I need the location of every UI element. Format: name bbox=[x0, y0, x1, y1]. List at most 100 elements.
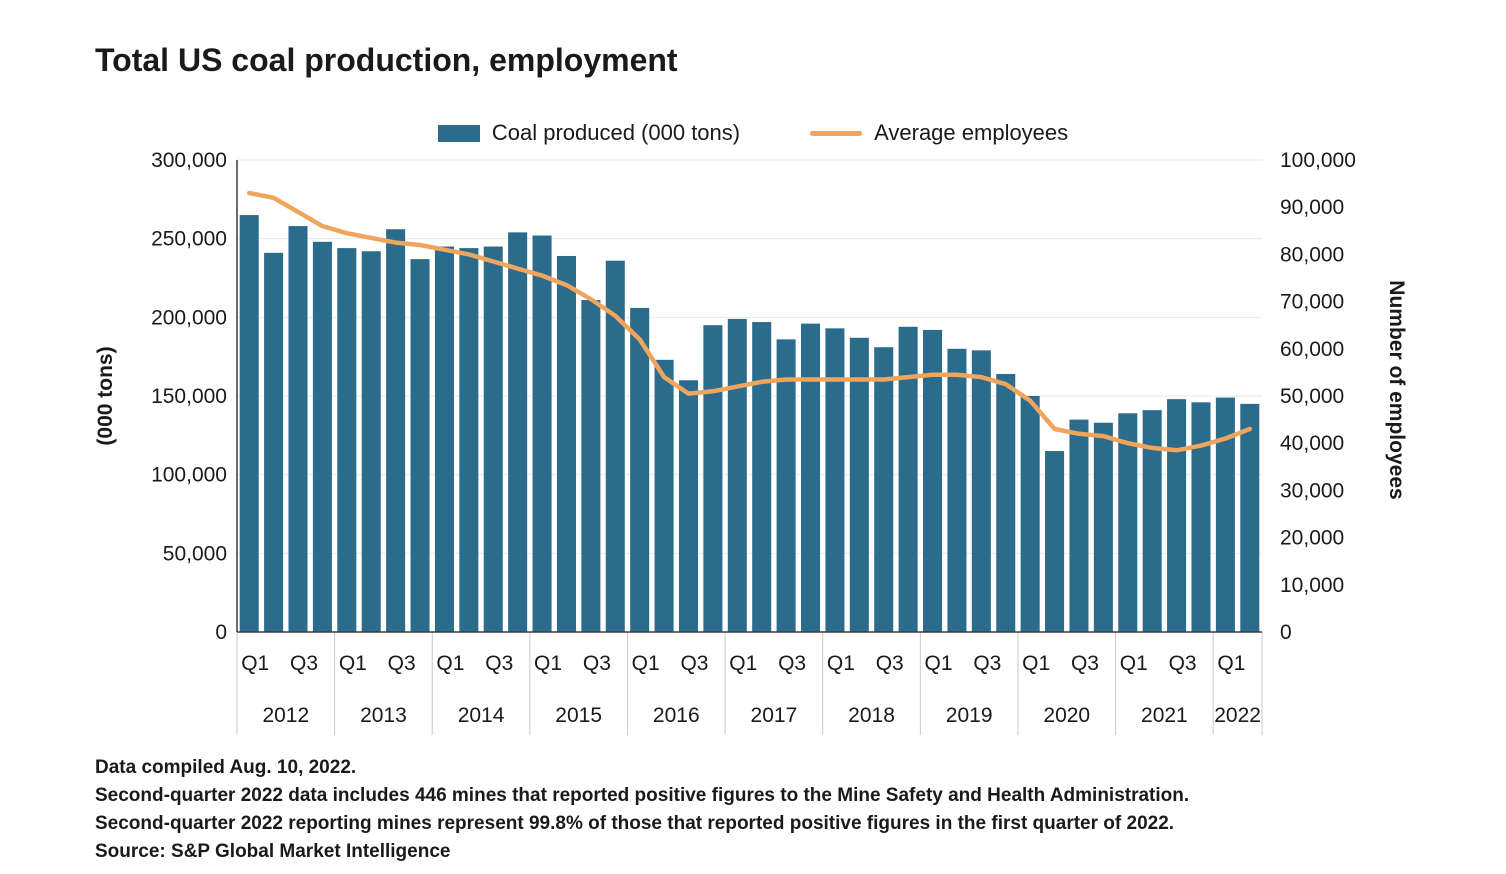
coal-produced-bar bbox=[654, 359, 674, 632]
left-axis-tick-label: 200,000 bbox=[151, 306, 227, 329]
quarter-tick-label: Q3 bbox=[485, 652, 513, 675]
quarter-tick-label: Q3 bbox=[680, 652, 708, 675]
footnote-compiled-date: Data compiled Aug. 10, 2022. bbox=[95, 757, 357, 778]
coal-produced-bar bbox=[239, 215, 259, 633]
left-axis-tick-label: 50,000 bbox=[163, 542, 227, 565]
line-series-swatch-icon bbox=[810, 130, 863, 136]
coal-produced-bar bbox=[312, 241, 332, 632]
coal-produced-bar bbox=[1093, 422, 1113, 632]
coal-produced-bar bbox=[825, 328, 845, 632]
quarter-tick-label: Q1 bbox=[729, 652, 757, 675]
year-tick-label: 2015 bbox=[555, 704, 602, 727]
coal-produced-bar bbox=[532, 235, 552, 632]
footnotes: Data compiled Aug. 10, 2022. Second-quar… bbox=[95, 754, 1475, 866]
year-tick-label: 2021 bbox=[1141, 704, 1188, 727]
coal-produced-bar bbox=[1167, 399, 1187, 632]
left-axis-tick-label: 250,000 bbox=[151, 228, 227, 251]
coal-produced-bar bbox=[508, 232, 528, 632]
year-tick-label: 2014 bbox=[458, 704, 505, 727]
coal-produced-bar bbox=[703, 325, 723, 632]
coal-produced-bar bbox=[459, 248, 479, 632]
quarter-tick-label: Q1 bbox=[534, 652, 562, 675]
quarter-tick-label: Q1 bbox=[925, 652, 953, 675]
coal-produced-bar bbox=[605, 260, 625, 632]
left-axis-tick-label: 100,000 bbox=[151, 464, 227, 487]
coal-produced-bar bbox=[752, 322, 772, 632]
year-tick-label: 2022 bbox=[1214, 704, 1261, 727]
quarter-tick-label: Q3 bbox=[876, 652, 904, 675]
right-axis-tick-label: 50,000 bbox=[1280, 385, 1344, 408]
right-axis-title: Number of employees bbox=[1385, 280, 1408, 499]
left-axis-tick-label: 0 bbox=[215, 621, 227, 644]
coal-produced-bar bbox=[361, 251, 381, 632]
coal-produced-bar bbox=[1240, 403, 1260, 632]
legend-item-average-employees: Average employees bbox=[810, 120, 1068, 146]
coal-produced-bar bbox=[776, 339, 796, 632]
left-axis-title: (000 tons) bbox=[94, 346, 117, 445]
coal-produced-bar bbox=[996, 373, 1016, 632]
coal-produced-bar bbox=[874, 347, 894, 632]
legend-bar-label: Coal produced (000 tons) bbox=[491, 120, 741, 145]
coal-produced-bar bbox=[800, 323, 821, 632]
quarter-tick-label: Q1 bbox=[632, 652, 660, 675]
quarter-tick-label: Q1 bbox=[241, 652, 269, 675]
right-axis-tick-label: 60,000 bbox=[1280, 338, 1344, 361]
coal-produced-bar bbox=[483, 246, 503, 633]
coal-produced-bar bbox=[849, 337, 869, 632]
coal-produced-bar bbox=[923, 329, 943, 632]
coal-produced-bar bbox=[630, 307, 650, 632]
year-tick-label: 2018 bbox=[848, 704, 895, 727]
coal-produced-bar bbox=[898, 326, 918, 632]
quarter-tick-label: Q3 bbox=[583, 652, 611, 675]
combo-chart: 0 50,000 100,000 150,000 200,000 250,000 300,0… bbox=[94, 149, 1408, 735]
legend: Coal produced (000 tons) Average employe… bbox=[0, 120, 1506, 146]
right-axis-tick-label: 90,000 bbox=[1280, 196, 1344, 219]
right-axis-tick-label: 30,000 bbox=[1280, 479, 1344, 502]
quarter-tick-label: Q1 bbox=[339, 652, 367, 675]
year-tick-label: 2012 bbox=[262, 704, 309, 727]
right-axis-tick-label: 70,000 bbox=[1280, 291, 1344, 314]
coal-produced-bar bbox=[434, 246, 454, 633]
year-tick-label: 2013 bbox=[360, 704, 407, 727]
coal-produced-bar bbox=[1020, 396, 1040, 632]
footnote-reporting-share: Second-quarter 2022 reporting mines repr… bbox=[95, 813, 1175, 834]
coal-produced-bar bbox=[386, 229, 406, 632]
coal-produced-bar bbox=[1069, 419, 1089, 632]
quarter-tick-label: Q1 bbox=[827, 652, 855, 675]
quarter-tick-label: Q3 bbox=[1169, 652, 1197, 675]
coal-produced-bar bbox=[727, 318, 747, 632]
coal-produced-bar bbox=[410, 259, 430, 632]
year-tick-label: 2016 bbox=[653, 704, 700, 727]
quarter-tick-label: Q1 bbox=[1217, 652, 1245, 675]
quarter-tick-label: Q1 bbox=[1022, 652, 1050, 675]
coal-produced-bar bbox=[1045, 451, 1065, 632]
average-employees-line bbox=[246, 190, 1253, 453]
year-tick-label: 2020 bbox=[1043, 704, 1090, 727]
quarter-tick-label: Q3 bbox=[973, 652, 1001, 675]
coal-produced-bar bbox=[264, 252, 284, 632]
coal-produced-bar bbox=[678, 380, 699, 632]
quarter-tick-label: Q3 bbox=[1071, 652, 1099, 675]
quarter-tick-label: Q1 bbox=[1120, 652, 1148, 675]
quarter-tick-label: Q3 bbox=[388, 652, 416, 675]
right-axis-tick-label: 20,000 bbox=[1280, 527, 1344, 550]
year-tick-label: 2017 bbox=[751, 704, 798, 727]
bar-series-swatch-icon bbox=[437, 124, 480, 142]
coal-produced-bar bbox=[337, 248, 357, 632]
coal-produced-bar bbox=[288, 226, 308, 632]
right-axis-tick-label: 80,000 bbox=[1280, 243, 1344, 266]
coal-produced-bar bbox=[971, 350, 991, 632]
coal-produced-bar bbox=[1215, 397, 1235, 632]
right-axis-tick-label: 0 bbox=[1280, 621, 1292, 644]
footnote-mines-reported: Second-quarter 2022 data includes 446 mi… bbox=[95, 785, 1190, 806]
right-axis-tick-label: 10,000 bbox=[1280, 574, 1344, 597]
coal-produced-bar bbox=[1142, 410, 1162, 632]
source-line: Source: S&P Global Market Intelligence bbox=[95, 841, 451, 862]
coal-produced-bar bbox=[1118, 413, 1138, 632]
chart-canvas: 0 50,000 100,000 150,000 200,000 250,000 300,0… bbox=[94, 149, 1408, 735]
left-axis-tick-label: 150,000 bbox=[151, 385, 227, 408]
year-tick-label: 2019 bbox=[946, 704, 993, 727]
chart-title: Total US coal production, employment bbox=[95, 42, 678, 78]
right-axis-tick-label: 100,000 bbox=[1280, 149, 1356, 172]
